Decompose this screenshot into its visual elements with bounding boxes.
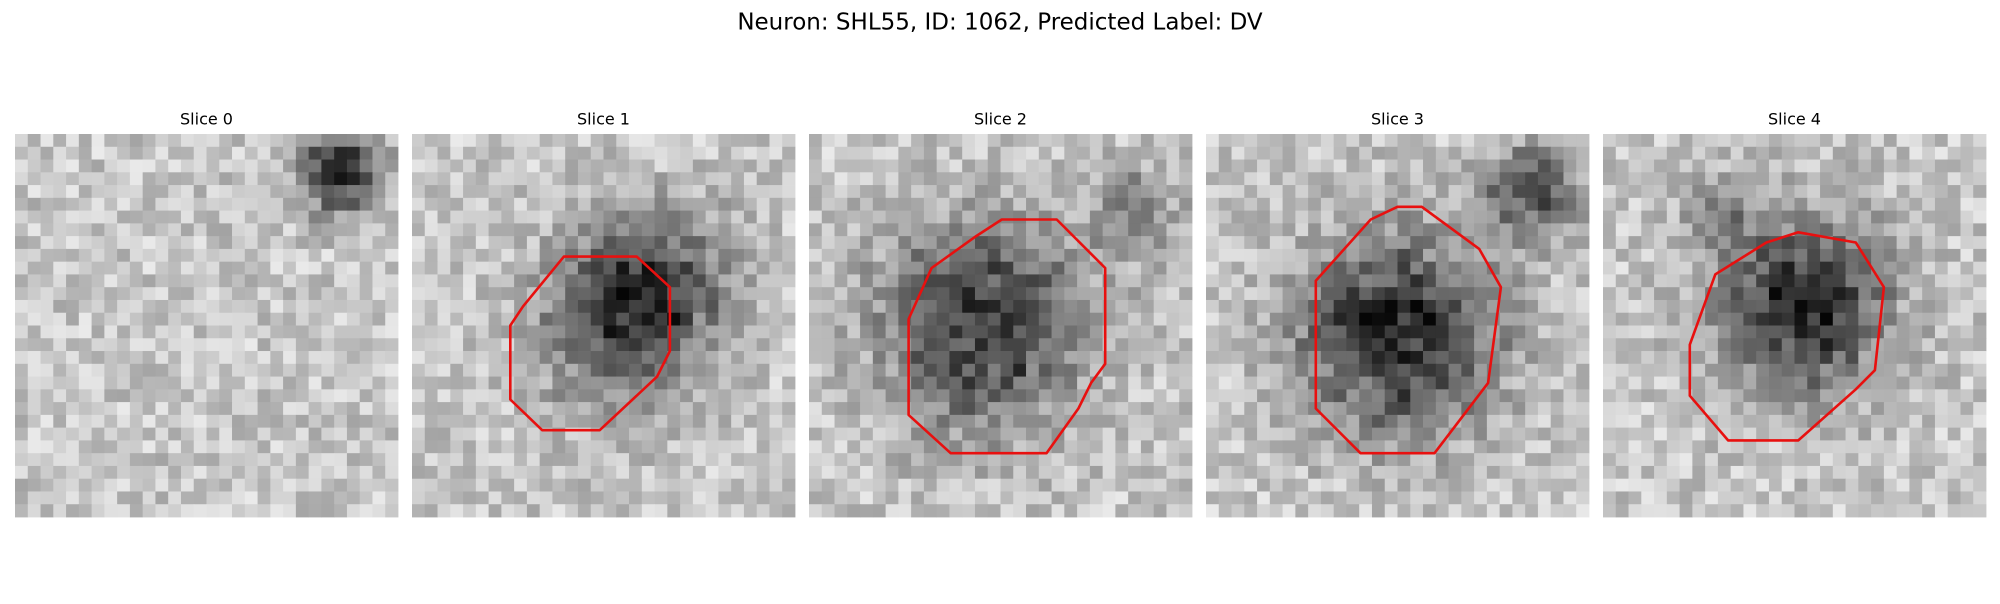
- panel-title: Slice 2: [974, 110, 1027, 129]
- roi-contour: [509, 255, 672, 432]
- panel-title: Slice 3: [1371, 110, 1424, 129]
- panel-title: Slice 0: [180, 110, 233, 129]
- slice-image: [1206, 134, 1590, 518]
- panel-title: Slice 1: [577, 110, 630, 129]
- slice-image: [412, 134, 796, 518]
- roi-contour: [1688, 231, 1886, 442]
- slice-image: [809, 134, 1193, 518]
- slice-image: [1603, 134, 1987, 518]
- slice-image: [15, 134, 399, 518]
- roi-contour: [907, 218, 1107, 455]
- panel-title: Slice 4: [1768, 110, 1821, 129]
- figure-title: Neuron: SHL55, ID: 1062, Predicted Label…: [737, 10, 1263, 36]
- roi-contour: [1314, 205, 1503, 455]
